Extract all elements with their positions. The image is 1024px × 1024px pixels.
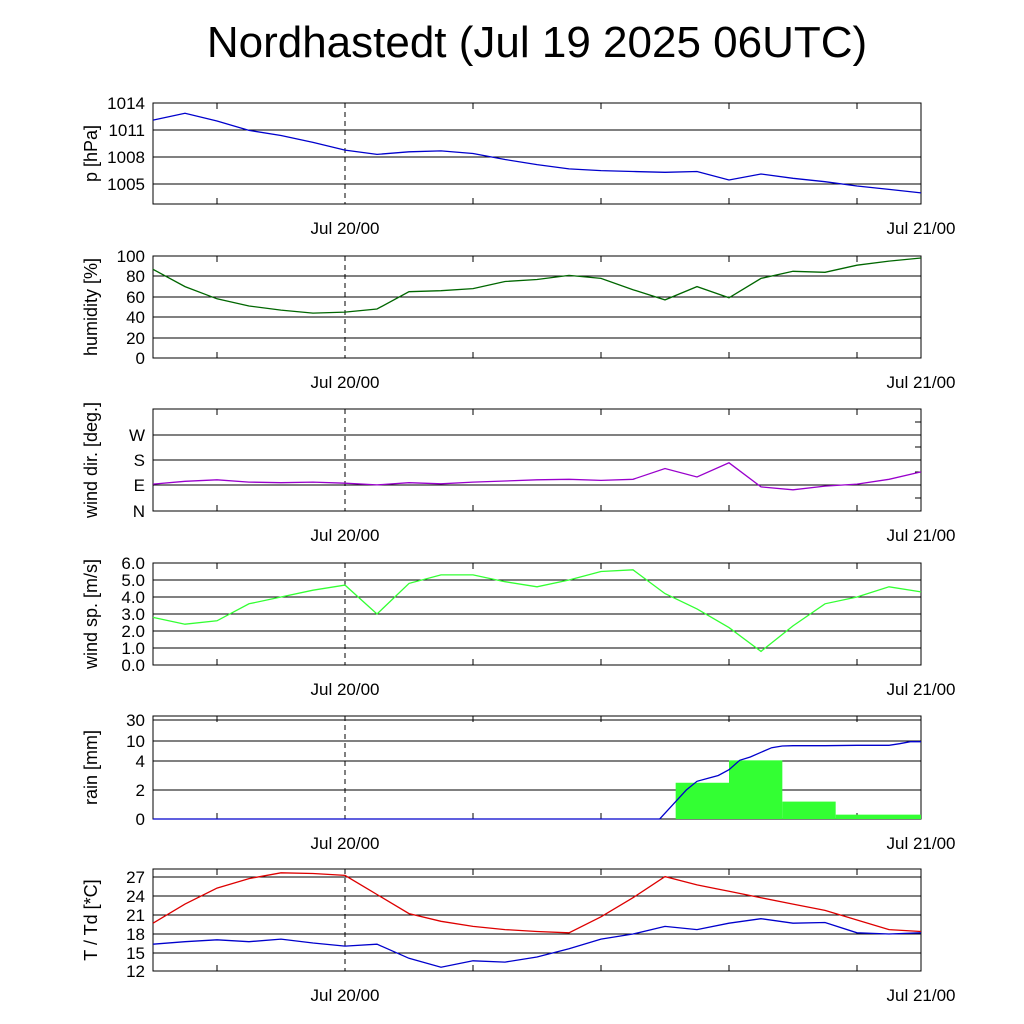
- x-tick-label: Jul 21/00: [887, 526, 956, 545]
- rain-bar: [782, 801, 836, 819]
- series-line: [152, 872, 922, 934]
- series-line: [152, 569, 922, 653]
- y-tick-label: 60: [126, 288, 145, 307]
- y-tick-label: 3.0: [121, 605, 145, 624]
- y-tick-label: 40: [126, 308, 145, 327]
- series-line: [152, 918, 922, 968]
- y-tick-label: 100: [117, 247, 145, 266]
- x-tick-label: Jul 20/00: [311, 834, 380, 853]
- y-tick-label: W: [129, 426, 145, 445]
- x-tick-label: Jul 21/00: [887, 986, 956, 1005]
- y-tick-label: 21: [126, 906, 145, 925]
- y-tick-label: 27: [126, 868, 145, 887]
- y-tick-label: 18: [126, 925, 145, 944]
- y-axis-label: wind dir. [deg.]: [81, 402, 101, 519]
- series-line: [152, 112, 922, 194]
- y-tick-label: 4.0: [121, 588, 145, 607]
- x-tick-label: Jul 21/00: [887, 834, 956, 853]
- x-tick-label: Jul 20/00: [311, 526, 380, 545]
- y-tick-label: 0: [136, 810, 145, 829]
- y-tick-label: 20: [126, 329, 145, 348]
- x-tick-label: Jul 20/00: [311, 373, 380, 392]
- y-tick-label: 1014: [107, 94, 145, 113]
- y-tick-label: E: [134, 476, 145, 495]
- x-tick-label: Jul 21/00: [887, 373, 956, 392]
- y-tick-label: 1005: [107, 175, 145, 194]
- chart-title: Nordhastedt (Jul 19 2025 06UTC): [206, 18, 868, 67]
- y-tick-label: 10: [126, 732, 145, 751]
- y-tick-label: N: [133, 502, 145, 521]
- y-tick-label: 4: [136, 752, 145, 771]
- y-tick-label: 15: [126, 944, 145, 963]
- x-tick-label: Jul 20/00: [311, 219, 380, 238]
- y-tick-label: 12: [126, 962, 145, 981]
- series-line: [152, 462, 922, 491]
- panel-frame: [152, 102, 922, 205]
- y-tick-label: 1008: [107, 148, 145, 167]
- x-tick-label: Jul 21/00: [887, 680, 956, 699]
- series-line: [152, 257, 922, 314]
- y-tick-label: 80: [126, 267, 145, 286]
- y-tick-label: 0.0: [121, 656, 145, 675]
- y-tick-label: 2.0: [121, 622, 145, 641]
- y-tick-label: S: [134, 451, 145, 470]
- x-tick-label: Jul 20/00: [311, 986, 380, 1005]
- y-axis-label: T / Td [*C]: [81, 879, 101, 960]
- y-tick-label: 30: [126, 711, 145, 730]
- y-tick-label: 24: [126, 887, 145, 906]
- rain-bar: [835, 814, 921, 819]
- series-line: [153, 741, 921, 820]
- rain-bar: [675, 782, 729, 819]
- panel-frame: [152, 868, 922, 972]
- x-tick-label: Jul 21/00: [887, 219, 956, 238]
- y-tick-label: 0: [136, 349, 145, 368]
- y-axis-label: wind sp. [m/s]: [81, 559, 101, 670]
- rain-bar: [729, 760, 783, 819]
- panel-frame: [152, 255, 922, 359]
- y-axis-label: p [hPa]: [81, 125, 101, 182]
- y-tick-label: 2: [136, 781, 145, 800]
- y-tick-label: 5.0: [121, 571, 145, 590]
- x-tick-label: Jul 20/00: [311, 680, 380, 699]
- y-axis-label: humidity [%]: [81, 258, 101, 356]
- y-tick-label: 6.0: [121, 554, 145, 573]
- y-axis-label: rain [mm]: [81, 730, 101, 805]
- y-tick-label: 1011: [108, 121, 145, 140]
- y-tick-label: 1.0: [121, 639, 145, 658]
